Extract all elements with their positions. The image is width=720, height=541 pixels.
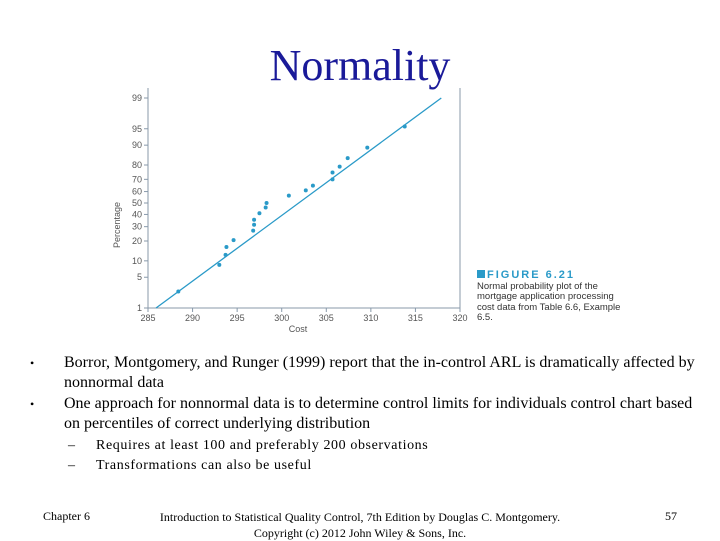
figure-caption-text: Normal probability plot of the mortgage …: [477, 280, 621, 323]
x-tick-label: 305: [319, 313, 334, 323]
data-point: [365, 145, 370, 150]
data-point: [330, 170, 335, 175]
y-tick-label: 30: [132, 222, 142, 232]
x-tick-label: 285: [140, 313, 155, 323]
data-point: [286, 193, 291, 198]
data-point: [330, 177, 335, 182]
data-point: [251, 228, 256, 233]
y-tick-label: 50: [132, 198, 142, 208]
data-point: [252, 222, 257, 227]
x-tick-label: 320: [452, 313, 467, 323]
dash-icon: –: [68, 438, 76, 453]
x-tick-label: 300: [274, 313, 289, 323]
data-point: [345, 156, 350, 161]
bullet-icon: •: [30, 397, 35, 411]
data-point: [310, 183, 315, 188]
data-point: [231, 238, 236, 243]
data-point: [223, 252, 228, 257]
data-point: [257, 211, 262, 216]
footer-chapter: Chapter 6: [43, 509, 90, 523]
y-tick-label: 95: [132, 124, 142, 134]
data-point: [176, 289, 181, 294]
x-tick-label: 310: [363, 313, 378, 323]
figure-label: FIGURE 6.21: [477, 270, 627, 281]
y-tick-label: 80: [132, 160, 142, 170]
square-icon: [477, 270, 485, 278]
figure-label-text: FIGURE 6.21: [487, 269, 576, 281]
data-point: [264, 201, 269, 205]
x-tick-label: 315: [408, 313, 423, 323]
y-tick-label: 40: [132, 209, 142, 219]
y-tick-label: 10: [132, 256, 142, 266]
bullet-list: • Borror, Montgomery, and Runger (1999) r…: [30, 353, 700, 476]
bullet-text: Borror, Montgomery, and Runger (1999) re…: [64, 354, 695, 391]
data-point: [263, 205, 268, 210]
footer-book-info: Introduction to Statistical Quality Cont…: [140, 509, 580, 541]
bullet-item: • One approach for nonnormal data is to d…: [30, 394, 700, 434]
bullet-icon: •: [30, 356, 35, 370]
y-tick-label: 5: [137, 272, 142, 282]
y-tick-label: 99: [132, 93, 142, 103]
footer-book-line: Introduction to Statistical Quality Cont…: [159, 510, 561, 524]
bullet-item: • Borror, Montgomery, and Runger (1999) r…: [30, 353, 700, 393]
data-point: [402, 124, 407, 129]
y-tick-label: 60: [132, 187, 142, 197]
y-tick-label: 70: [132, 174, 142, 184]
slide-title: Normality: [269, 41, 451, 90]
sub-bullet-text: Requires at least 100 and preferably 200…: [96, 438, 429, 453]
data-point: [337, 164, 342, 169]
data-point: [217, 262, 222, 267]
x-tick-label: 295: [230, 313, 245, 323]
sub-bullet-text: Transformations can also be useful: [96, 458, 312, 473]
footer-page-number: 57: [665, 509, 677, 523]
sub-bullet-item: – Transformations can also be useful: [30, 456, 700, 476]
y-tick-label: 20: [132, 236, 142, 246]
figure-caption: FIGURE 6.21 Normal probability plot of t…: [477, 270, 627, 324]
bullet-text: One approach for nonnormal data is to de…: [64, 395, 693, 432]
y-tick-label: 1: [137, 303, 142, 313]
dash-icon: –: [68, 458, 76, 473]
y-axis-label: Percentage: [112, 202, 122, 248]
data-point: [252, 217, 257, 222]
y-tick-label: 90: [132, 140, 142, 150]
data-point: [303, 188, 308, 193]
footer-copyright: Copyright (c) 2012 John Wiley & Sons, In…: [253, 526, 467, 540]
x-axis-label: Cost: [289, 324, 308, 334]
sub-bullet-item: – Requires at least 100 and preferably 20…: [30, 436, 700, 456]
fit-line: [155, 97, 442, 309]
data-point: [224, 244, 229, 249]
x-tick-label: 290: [185, 313, 200, 323]
